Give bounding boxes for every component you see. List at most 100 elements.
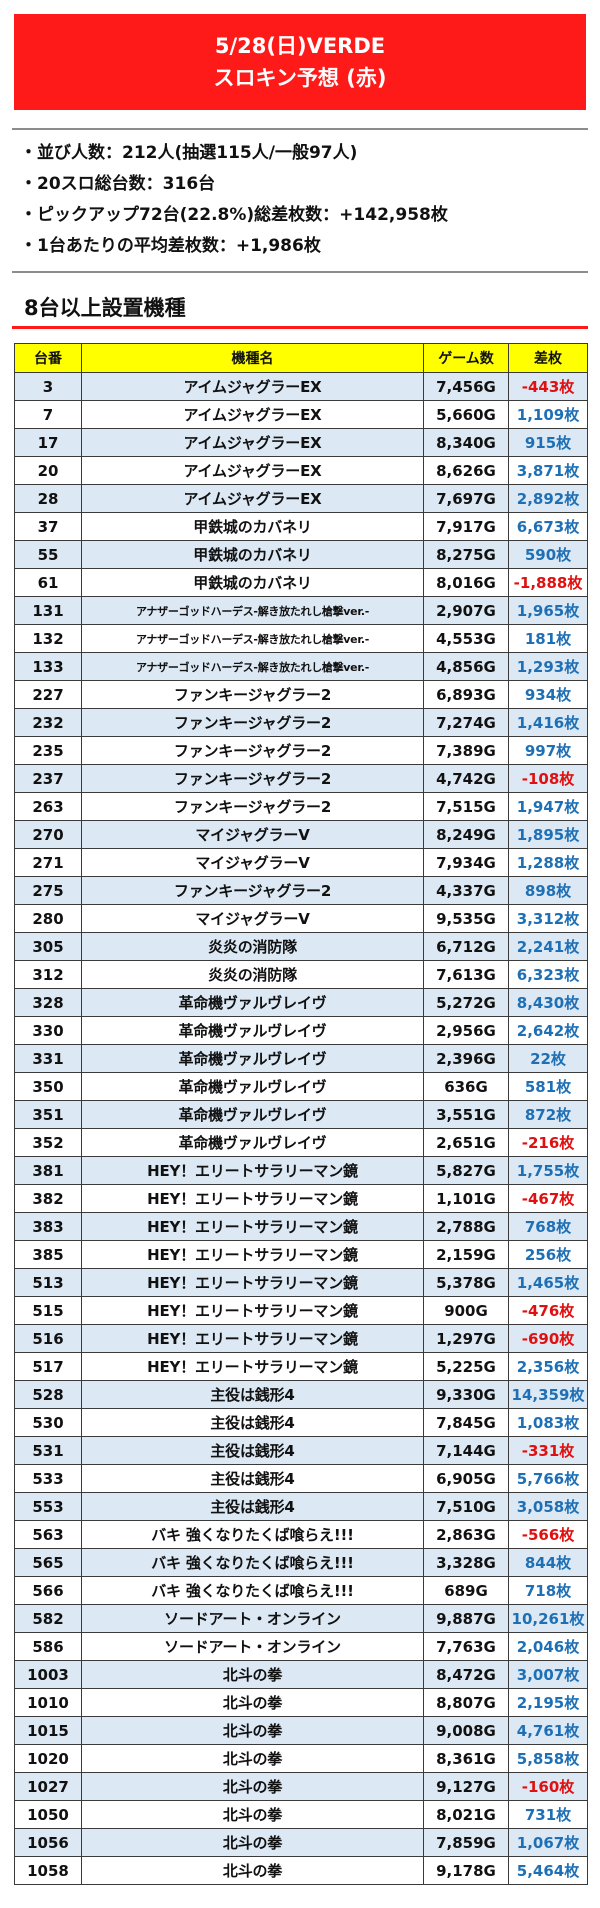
cell-model-name: 北斗の拳 bbox=[81, 1744, 424, 1773]
cell-model-name: 北斗の拳 bbox=[81, 1856, 424, 1885]
cell-game-count: 9,008G bbox=[423, 1716, 509, 1745]
cell-machine-number: 383 bbox=[14, 1212, 82, 1241]
summary-list: ・並び人数：212人(抽選115人/一般97人) ・20スロ総台数：316台 ・… bbox=[20, 138, 580, 262]
cell-diff: 2,241枚 bbox=[508, 932, 588, 961]
cell-diff: 1,416枚 bbox=[508, 708, 588, 737]
cell-game-count: 636G bbox=[423, 1072, 509, 1101]
cell-machine-number: 55 bbox=[14, 540, 82, 569]
cell-model-name: アナザーゴッドハーデス-解き放たれし槍撃ver.- bbox=[81, 624, 424, 653]
cell-model-name: アイムジャグラーEX bbox=[81, 484, 424, 513]
cell-game-count: 3,551G bbox=[423, 1100, 509, 1129]
table-row: 232 ファンキージャグラー2 7,274G 1,416枚 bbox=[14, 708, 588, 737]
table-row: 586 ソードアート・オンライン 7,763G 2,046枚 bbox=[14, 1632, 588, 1661]
cell-diff: 844枚 bbox=[508, 1548, 588, 1577]
cell-game-count: 7,144G bbox=[423, 1436, 509, 1465]
cell-model-name: HEY！エリートサラリーマン鏡 bbox=[81, 1184, 424, 1213]
cell-machine-number: 331 bbox=[14, 1044, 82, 1073]
cell-model-name: 甲鉄城のカバネリ bbox=[81, 568, 424, 597]
cell-diff: 768枚 bbox=[508, 1212, 588, 1241]
table-row: 1058 北斗の拳 9,178G 5,464枚 bbox=[14, 1856, 588, 1885]
table-row: 17 アイムジャグラーEX 8,340G 915枚 bbox=[14, 428, 588, 457]
table-row: 132 アナザーゴッドハーデス-解き放たれし槍撃ver.- 4,553G 181枚 bbox=[14, 624, 588, 653]
cell-model-name: 北斗の拳 bbox=[81, 1716, 424, 1745]
cell-machine-number: 1015 bbox=[14, 1716, 82, 1745]
banner-subtitle: スロキン予想 (赤) bbox=[213, 66, 387, 90]
cell-diff: 22枚 bbox=[508, 1044, 588, 1073]
cell-game-count: 8,361G bbox=[423, 1744, 509, 1773]
cell-model-name: マイジャグラーV bbox=[81, 820, 424, 849]
cell-machine-number: 3 bbox=[14, 372, 82, 401]
table-row: 280 マイジャグラーV 9,535G 3,312枚 bbox=[14, 904, 588, 933]
cell-machine-number: 513 bbox=[14, 1268, 82, 1297]
cell-machine-number: 328 bbox=[14, 988, 82, 1017]
cell-game-count: 5,827G bbox=[423, 1156, 509, 1185]
cell-game-count: 4,553G bbox=[423, 624, 509, 653]
table-row: 330 革命機ヴァルヴレイヴ 2,956G 2,642枚 bbox=[14, 1016, 588, 1045]
cell-model-name: バキ 強くなりたくば喰らえ!!! bbox=[81, 1548, 424, 1577]
cell-diff: 997枚 bbox=[508, 736, 588, 765]
table-row: 1050 北斗の拳 8,021G 731枚 bbox=[14, 1800, 588, 1829]
machine-table: 台番 機種名 ゲーム数 差枚 3 アイムジャグラーEX 7,456G -443枚 7 アイ… bbox=[14, 343, 588, 1885]
table-row: 1027 北斗の拳 9,127G -160枚 bbox=[14, 1772, 588, 1801]
cell-diff: 256枚 bbox=[508, 1240, 588, 1269]
table-row: 352 革命機ヴァルヴレイヴ 2,651G -216枚 bbox=[14, 1128, 588, 1157]
cell-model-name: ファンキージャグラー2 bbox=[81, 792, 424, 821]
cell-machine-number: 270 bbox=[14, 820, 82, 849]
cell-diff: -160枚 bbox=[508, 1772, 588, 1801]
cell-diff: 14,359枚 bbox=[508, 1380, 588, 1409]
cell-diff: 1,895枚 bbox=[508, 820, 588, 849]
table-row: 351 革命機ヴァルヴレイヴ 3,551G 872枚 bbox=[14, 1100, 588, 1129]
cell-model-name: 革命機ヴァルヴレイヴ bbox=[81, 988, 424, 1017]
cell-diff: 181枚 bbox=[508, 624, 588, 653]
cell-model-name: ファンキージャグラー2 bbox=[81, 764, 424, 793]
table-row: 533 主役は銭形4 6,905G 5,766枚 bbox=[14, 1464, 588, 1493]
cell-game-count: 2,651G bbox=[423, 1128, 509, 1157]
cell-model-name: 革命機ヴァルヴレイヴ bbox=[81, 1128, 424, 1157]
cell-diff: 4,761枚 bbox=[508, 1716, 588, 1745]
cell-model-name: 甲鉄城のカバネリ bbox=[81, 512, 424, 541]
table-row: 385 HEY！エリートサラリーマン鏡 2,159G 256枚 bbox=[14, 1240, 588, 1269]
table-body: 3 アイムジャグラーEX 7,456G -443枚 7 アイムジャグラーEX 5,660G 1… bbox=[14, 372, 588, 1885]
cell-machine-number: 1027 bbox=[14, 1772, 82, 1801]
cell-machine-number: 1020 bbox=[14, 1744, 82, 1773]
cell-game-count: 9,535G bbox=[423, 904, 509, 933]
summary-average-diff: ・1台あたりの平均差枚数：+1,986枚 bbox=[20, 236, 321, 256]
cell-diff: 3,312枚 bbox=[508, 904, 588, 933]
cell-diff: 1,947枚 bbox=[508, 792, 588, 821]
divider-top bbox=[12, 128, 588, 130]
cell-machine-number: 563 bbox=[14, 1520, 82, 1549]
cell-game-count: 7,845G bbox=[423, 1408, 509, 1437]
cell-model-name: アイムジャグラーEX bbox=[81, 428, 424, 457]
table-row: 55 甲鉄城のカバネリ 8,275G 590枚 bbox=[14, 540, 588, 569]
table-row: 563 バキ 強くなりたくば喰らえ!!! 2,863G -566枚 bbox=[14, 1520, 588, 1549]
table-row: 227 ファンキージャグラー2 6,893G 934枚 bbox=[14, 680, 588, 709]
cell-machine-number: 275 bbox=[14, 876, 82, 905]
summary-queue-count: ・並び人数：212人(抽選115人/一般97人) bbox=[20, 143, 358, 163]
cell-diff: 718枚 bbox=[508, 1576, 588, 1605]
cell-machine-number: 263 bbox=[14, 792, 82, 821]
cell-model-name: 北斗の拳 bbox=[81, 1688, 424, 1717]
cell-model-name: 革命機ヴァルヴレイヴ bbox=[81, 1044, 424, 1073]
cell-model-name: HEY！エリートサラリーマン鏡 bbox=[81, 1212, 424, 1241]
cell-machine-number: 385 bbox=[14, 1240, 82, 1269]
cell-game-count: 9,127G bbox=[423, 1772, 509, 1801]
table-row: 1020 北斗の拳 8,361G 5,858枚 bbox=[14, 1744, 588, 1773]
cell-game-count: 6,712G bbox=[423, 932, 509, 961]
table-row: 271 マイジャグラーV 7,934G 1,288枚 bbox=[14, 848, 588, 877]
cell-diff: 2,195枚 bbox=[508, 1688, 588, 1717]
cell-game-count: 8,807G bbox=[423, 1688, 509, 1717]
cell-game-count: 8,016G bbox=[423, 568, 509, 597]
banner-date-store: 5/28(日)VERDE bbox=[214, 34, 386, 58]
cell-machine-number: 566 bbox=[14, 1576, 82, 1605]
table-row: 1056 北斗の拳 7,859G 1,067枚 bbox=[14, 1828, 588, 1857]
table-row: 3 アイムジャグラーEX 7,456G -443枚 bbox=[14, 372, 588, 401]
table-row: 331 革命機ヴァルヴレイヴ 2,396G 22枚 bbox=[14, 1044, 588, 1073]
table-row: 61 甲鉄城のカバネリ 8,016G -1,888枚 bbox=[14, 568, 588, 597]
cell-model-name: 主役は銭形4 bbox=[81, 1408, 424, 1437]
table-row: 235 ファンキージャグラー2 7,389G 997枚 bbox=[14, 736, 588, 765]
cell-model-name: 主役は銭形4 bbox=[81, 1436, 424, 1465]
cell-game-count: 900G bbox=[423, 1296, 509, 1325]
cell-game-count: 8,626G bbox=[423, 456, 509, 485]
cell-game-count: 7,456G bbox=[423, 372, 509, 401]
cell-game-count: 7,917G bbox=[423, 512, 509, 541]
